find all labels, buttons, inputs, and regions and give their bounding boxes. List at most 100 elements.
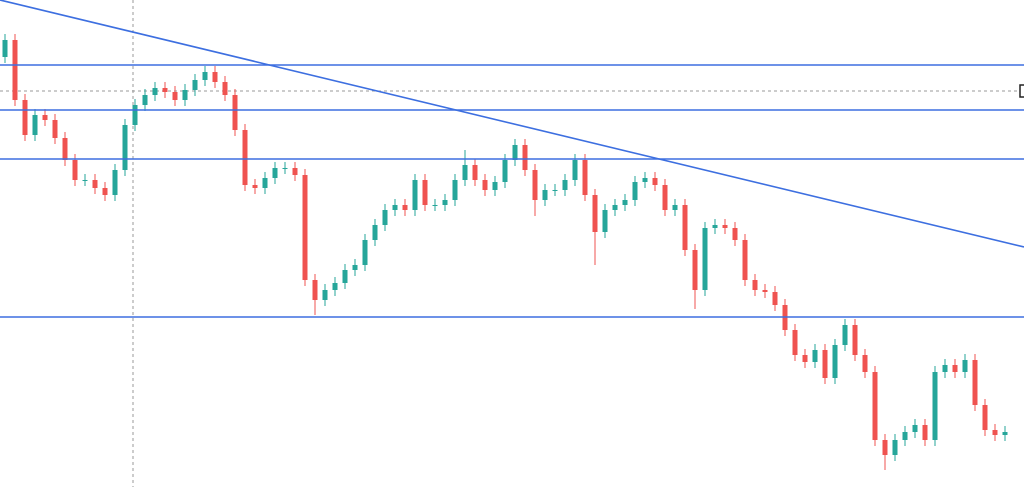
candle-body	[982, 405, 988, 430]
candle-body	[552, 190, 558, 191]
candle-body	[442, 200, 448, 205]
candle-body	[722, 225, 728, 228]
candle-body	[52, 120, 58, 138]
candle-body	[182, 90, 188, 100]
candle-body	[672, 205, 678, 210]
candle-body	[462, 165, 468, 180]
candle-body	[82, 180, 88, 181]
candle-body	[682, 205, 688, 250]
candle-body	[992, 430, 998, 435]
candle-body	[902, 432, 908, 440]
candle-body	[382, 210, 388, 225]
candle-body	[412, 180, 418, 210]
candle-body	[262, 178, 268, 188]
candle-body	[282, 168, 288, 169]
candle-body	[122, 125, 128, 170]
candle-body	[2, 40, 8, 57]
candle-body	[702, 228, 708, 290]
candle-body	[252, 185, 258, 188]
candle-body	[822, 350, 828, 378]
candle-body	[602, 210, 608, 232]
candle-body	[882, 440, 888, 455]
candle-body	[692, 250, 698, 290]
candle-body	[842, 325, 848, 345]
candle-body	[162, 88, 168, 92]
candle-body	[492, 182, 498, 190]
candle-body	[22, 100, 28, 135]
candle-body	[952, 365, 958, 372]
candle-body	[232, 95, 238, 130]
candle-body	[292, 168, 298, 175]
candle-body	[352, 265, 358, 270]
candle-body	[322, 290, 328, 300]
candle-body	[372, 225, 378, 240]
candle-body	[1002, 432, 1008, 435]
candle-body	[912, 425, 918, 432]
candle-body	[712, 225, 718, 228]
candle-body	[742, 240, 748, 280]
candle-body	[532, 170, 538, 200]
candle-body	[212, 72, 218, 82]
candle-body	[792, 330, 798, 355]
candle-body	[152, 88, 158, 95]
candle-body	[622, 200, 628, 205]
candle-body	[852, 325, 858, 355]
candle-body	[132, 105, 138, 125]
candle-body	[812, 350, 818, 362]
candle-body	[942, 365, 948, 372]
candle-body	[862, 355, 868, 372]
candle-body	[872, 372, 878, 440]
candle-body	[922, 425, 928, 440]
candle-body	[542, 190, 548, 200]
candle-body	[972, 360, 978, 405]
candle-body	[642, 178, 648, 182]
candle-body	[302, 175, 308, 280]
candle-body	[962, 360, 968, 372]
candle-body	[762, 290, 768, 292]
candle-body	[62, 138, 68, 160]
candle-body	[932, 372, 938, 440]
candle-body	[472, 165, 478, 180]
candle-body	[362, 240, 368, 265]
candle-body	[582, 160, 588, 195]
candle-body	[402, 205, 408, 210]
candle-body	[652, 178, 658, 185]
candle-body	[12, 40, 18, 100]
candle-body	[222, 82, 228, 95]
price-marker	[1019, 84, 1024, 98]
candle-body	[632, 182, 638, 200]
candle-body	[72, 160, 78, 180]
candle-body	[482, 180, 488, 190]
candle-body	[612, 205, 618, 210]
candle-body	[562, 180, 568, 190]
candle-body	[92, 180, 98, 188]
candle-body	[32, 115, 38, 135]
candle-body	[662, 185, 668, 210]
candle-body	[502, 160, 508, 182]
candle-body	[832, 345, 838, 378]
candle-body	[202, 72, 208, 80]
candle-body	[312, 280, 318, 300]
candle-body	[112, 170, 118, 195]
candle-body	[172, 92, 178, 100]
candle-body	[272, 168, 278, 178]
candle-body	[332, 283, 338, 290]
candle-body	[42, 115, 48, 120]
candle-body	[892, 440, 898, 455]
candle-body	[102, 188, 108, 195]
candle-body	[342, 270, 348, 283]
marks	[0, 0, 1024, 470]
candle-body	[802, 355, 808, 362]
candle-body	[592, 195, 598, 232]
candle-body	[142, 95, 148, 105]
candle-body	[392, 205, 398, 210]
candle-body	[192, 80, 198, 90]
candle-body	[522, 145, 528, 170]
candle-body	[452, 180, 458, 200]
candle-body	[512, 145, 518, 160]
candle-body	[432, 205, 438, 206]
candle-body	[422, 180, 428, 205]
candle-body	[772, 292, 778, 305]
